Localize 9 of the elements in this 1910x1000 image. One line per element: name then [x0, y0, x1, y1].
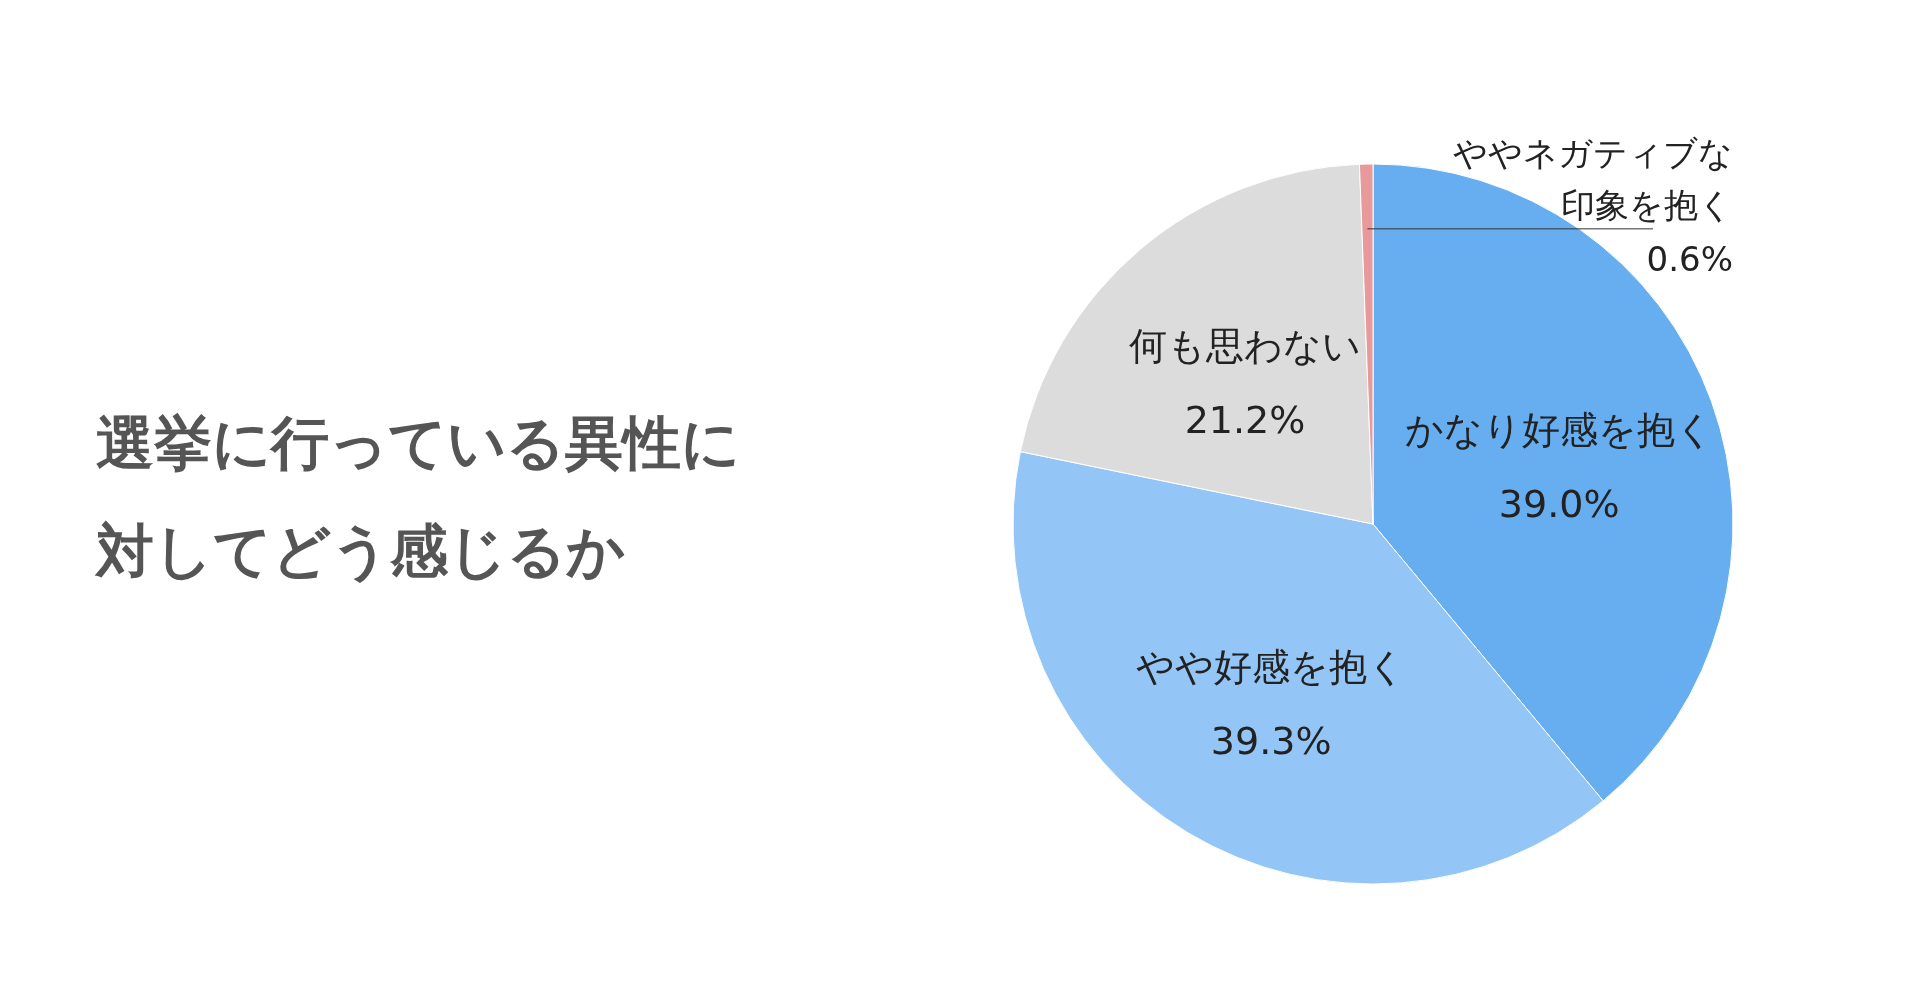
slice-label: 何も思わない — [1128, 323, 1361, 368]
data-label: 39.0% — [1498, 481, 1620, 526]
data-label: 0.6% — [1646, 238, 1733, 279]
text: 選挙に行っている異性に対してどう感じるか — [94, 409, 740, 585]
slice-label: ややネガティブな印象を抱く — [1453, 132, 1733, 225]
data-label: 39.3% — [1210, 718, 1332, 763]
data-label: 21.2% — [1184, 397, 1306, 442]
slice-label: かなり好感を抱く — [1404, 407, 1714, 452]
slice-label: やや好感を抱く — [1136, 644, 1407, 689]
